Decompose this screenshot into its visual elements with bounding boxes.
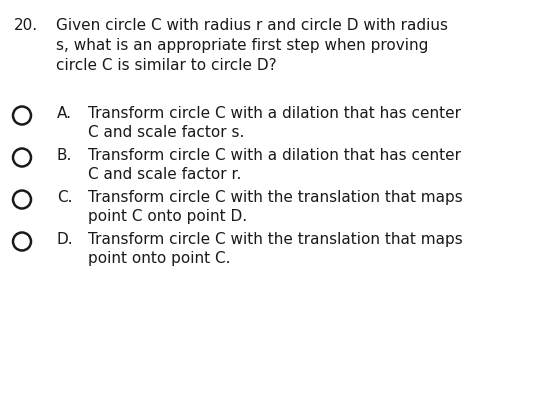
Text: 20.: 20. bbox=[14, 18, 38, 33]
Text: Transform circle C with a dilation that has center: Transform circle C with a dilation that … bbox=[88, 106, 461, 121]
Text: Transform circle C with the translation that maps: Transform circle C with the translation … bbox=[88, 190, 463, 205]
Text: Given circle C with radius r and circle D with radius: Given circle C with radius r and circle … bbox=[56, 18, 448, 33]
Text: s, what is an appropriate first step when proving: s, what is an appropriate first step whe… bbox=[56, 38, 428, 53]
Text: point C onto point D.: point C onto point D. bbox=[88, 209, 247, 224]
Text: D.: D. bbox=[57, 232, 73, 247]
Text: C and scale factor s.: C and scale factor s. bbox=[88, 125, 244, 140]
Text: point onto point C.: point onto point C. bbox=[88, 251, 230, 266]
Text: C and scale factor r.: C and scale factor r. bbox=[88, 167, 241, 182]
Text: C.: C. bbox=[57, 190, 72, 205]
Text: Transform circle C with a dilation that has center: Transform circle C with a dilation that … bbox=[88, 148, 461, 163]
Text: B.: B. bbox=[57, 148, 72, 163]
Text: circle C is similar to circle D?: circle C is similar to circle D? bbox=[56, 58, 277, 73]
Text: A.: A. bbox=[57, 106, 72, 121]
Text: Transform circle C with the translation that maps: Transform circle C with the translation … bbox=[88, 232, 463, 247]
